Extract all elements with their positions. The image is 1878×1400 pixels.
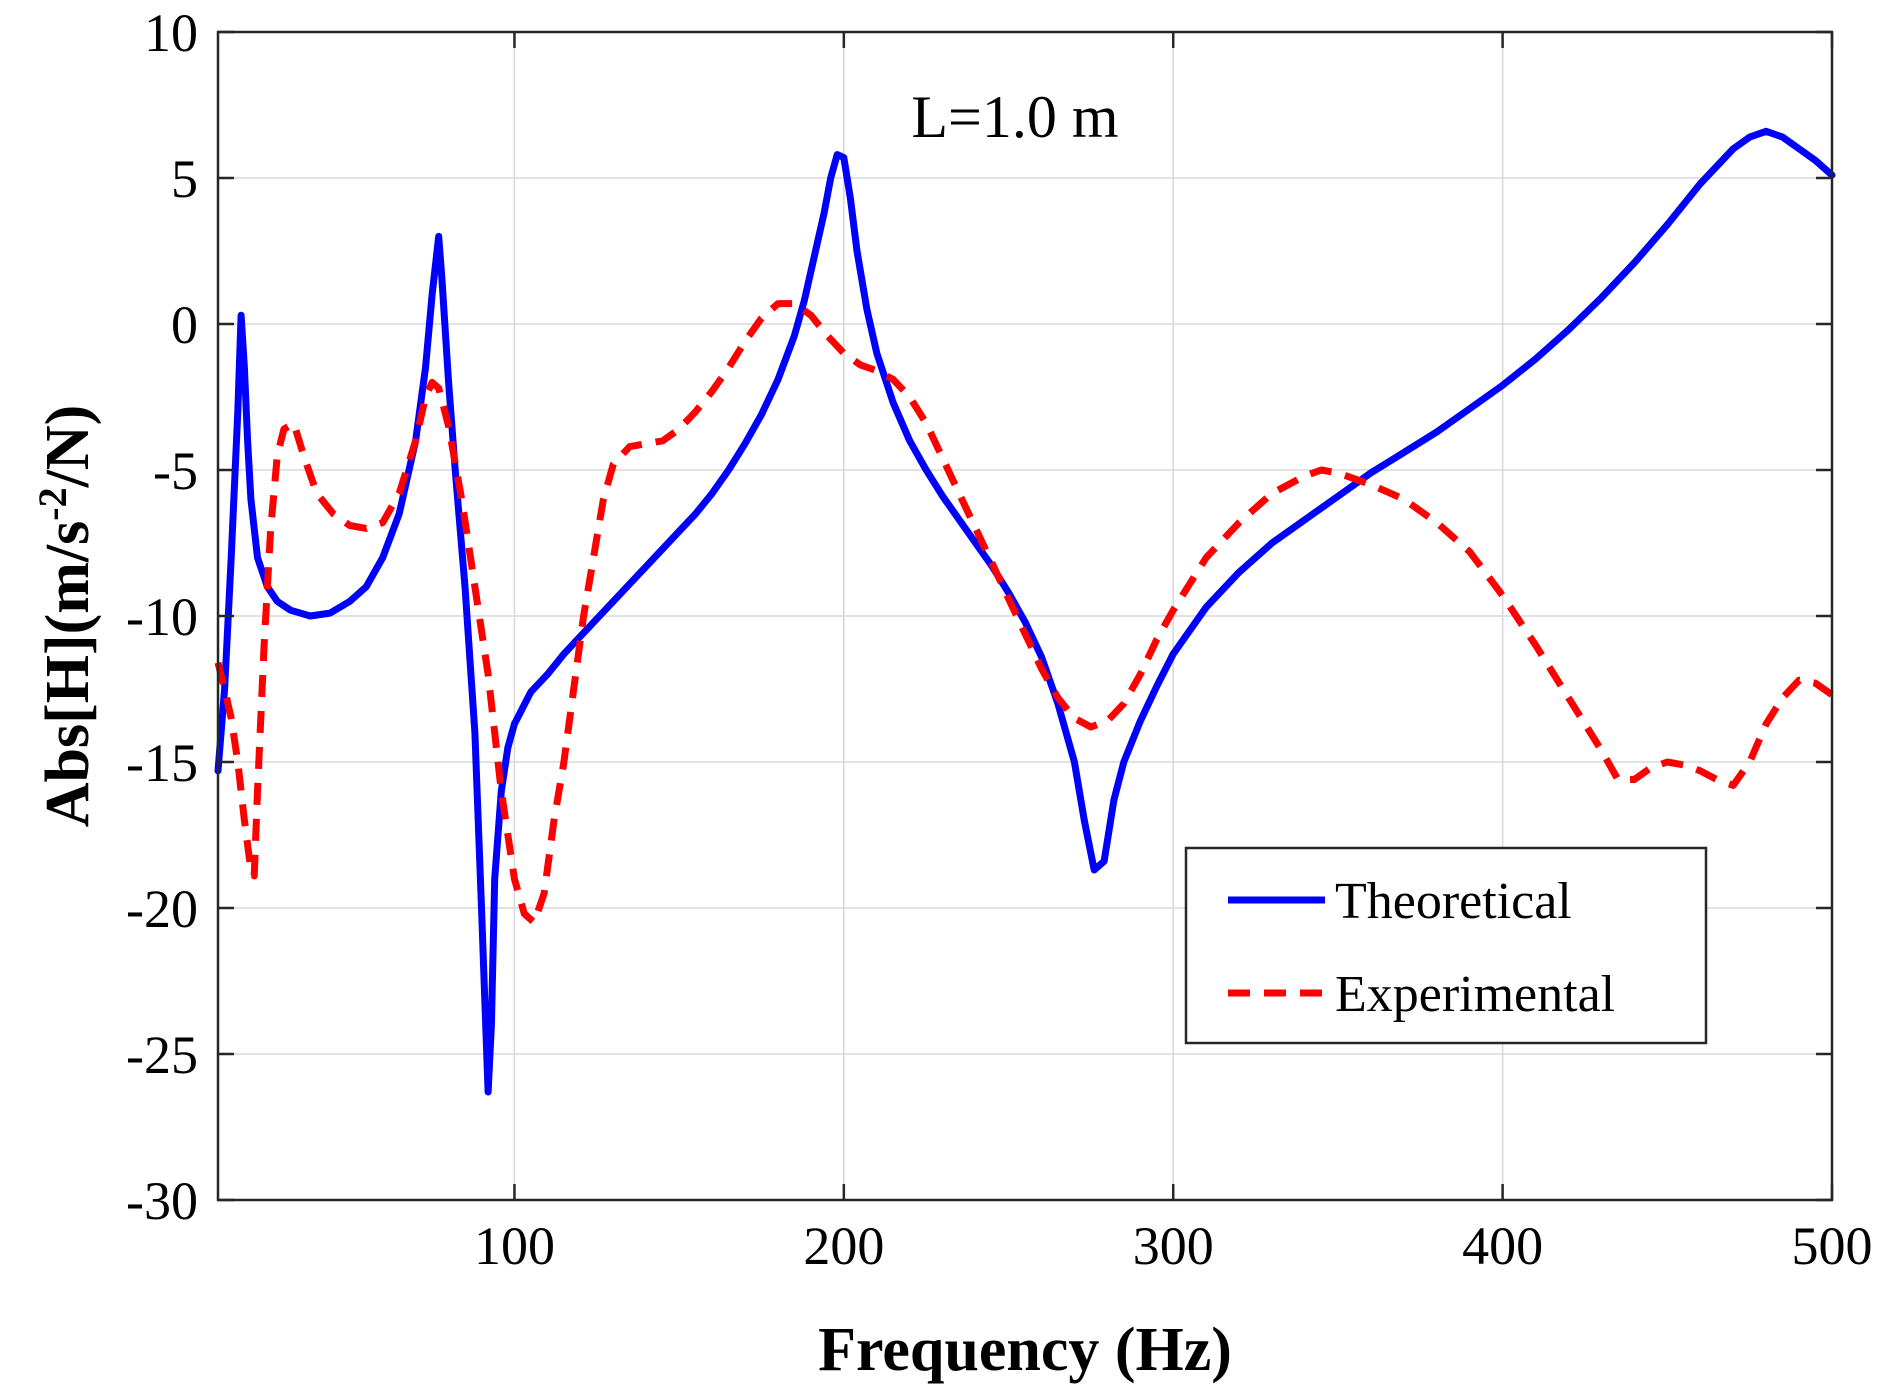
y-axis-title: Abs[H](m/s-2/N) [30,405,102,828]
y-tick-label: -25 [126,1025,198,1085]
x-tick-label: 500 [1792,1216,1873,1276]
x-tick-label: 400 [1462,1216,1543,1276]
legend-theoretical-label: Theoretical [1335,873,1572,930]
y-axis-title-end: /N) [34,405,102,489]
y-tick-label: 5 [171,149,198,209]
series-line-experimental [214,300,1835,927]
series-line-theoretical [214,127,1836,1096]
y-tick-label: -5 [153,441,198,501]
y-tick-label: -15 [126,733,198,793]
x-tick-label: 200 [803,1216,884,1276]
y-tick-label: -20 [126,879,198,939]
y-tick-label: -30 [126,1171,198,1231]
y-axis-title-main: Abs[H](m/s [34,521,102,828]
x-axis-title: Frequency (Hz) [818,1316,1232,1384]
legend-box [1184,846,1708,1045]
x-tick-label: 100 [474,1216,555,1276]
y-tick-label: -10 [126,587,198,647]
annotation-label: L=1.0 m [911,84,1118,150]
x-tick-label: 300 [1133,1216,1214,1276]
y-axis-title-superscript: -2 [30,487,75,520]
legend: Theoretical Experimental [1184,846,1708,1045]
tick-layer: 100 200 300 400 500 10 5 0 -5 -10 -15 -20 -25 -30 [126,3,1872,1276]
y-tick-label: 0 [171,295,198,355]
legend-experimental-label: Experimental [1335,966,1615,1023]
y-tick-label: 10 [144,3,198,63]
series-layer [214,127,1836,1096]
